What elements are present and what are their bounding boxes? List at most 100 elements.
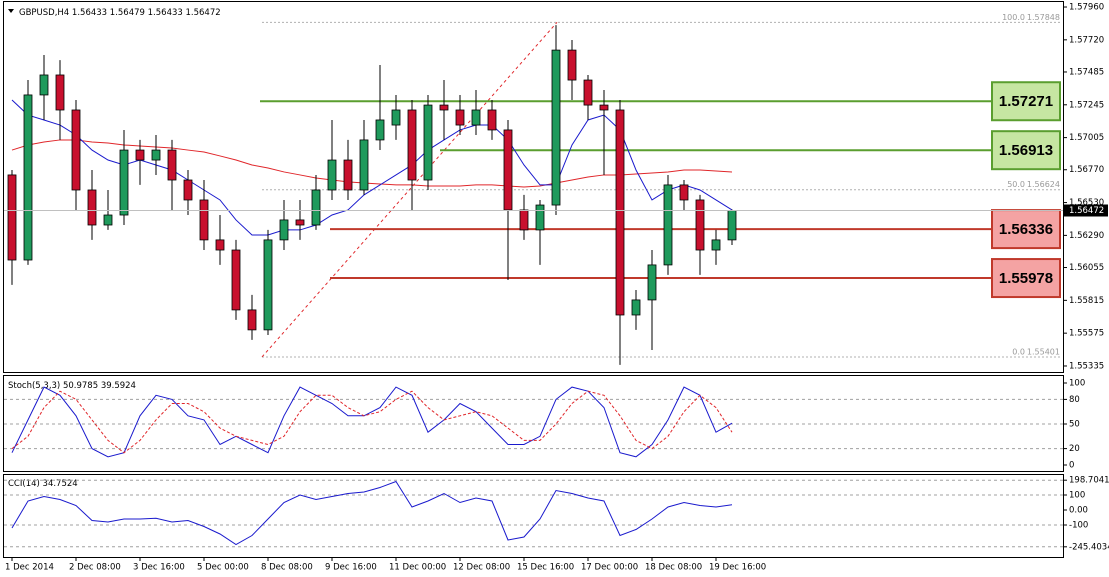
- x-tick-label: 2 Dec 08:00: [69, 563, 121, 573]
- x-tick-label: 1 Dec 2014: [5, 563, 54, 573]
- candle-body: [567, 49, 577, 81]
- candle-body: [71, 109, 81, 191]
- y-tick-label: 0: [1069, 461, 1074, 471]
- y-tick-label: 0.00: [1069, 506, 1088, 516]
- current-price: 1.56472: [1069, 206, 1104, 216]
- y-tick-label: 1.55815: [1069, 296, 1104, 306]
- candle-body: [471, 109, 481, 126]
- x-tick-label: 12 Dec 08:00: [453, 563, 510, 573]
- symbol: GBPUSD,H4: [19, 8, 69, 18]
- candle-body: [487, 109, 497, 131]
- candle-body: [23, 94, 33, 261]
- high-readout: 1.56479: [110, 8, 145, 18]
- candle-body: [391, 109, 401, 126]
- candle-body: [327, 159, 337, 191]
- cci-readout: 34.7524: [43, 479, 78, 489]
- fib-price-label: 1.57848: [1027, 13, 1060, 22]
- x-tick-label: 11 Dec 00:00: [389, 563, 446, 573]
- candle-body: [551, 49, 561, 206]
- x-tick-label: 3 Dec 16:00: [133, 563, 185, 573]
- y-tick-label: 1.56290: [1069, 231, 1104, 241]
- fib-price-label: 1.55401: [1027, 347, 1060, 356]
- y-tick-label: 1.56770: [1069, 165, 1104, 175]
- level-box: [991, 81, 1061, 122]
- candle-body: [695, 199, 705, 251]
- candle-body: [55, 74, 65, 111]
- y-tick-label: 100: [1069, 491, 1085, 501]
- x-tick-label: 18 Dec 08:00: [645, 563, 702, 573]
- low-readout: 1.56433: [148, 8, 183, 18]
- moving-average: [11, 99, 733, 236]
- stoch-header: Stoch(5,3,3) 50.9785 39.5924: [8, 381, 136, 391]
- y-tick-label: 1.56055: [1069, 263, 1104, 273]
- cci-title: CCI(14): [8, 479, 40, 489]
- y-tick-label: 1.57485: [1069, 67, 1104, 77]
- candle-body: [215, 239, 225, 251]
- candle-body: [183, 179, 193, 201]
- candle-body: [727, 210, 737, 241]
- indicator-line: [11, 480, 733, 546]
- candle-body: [167, 149, 177, 181]
- chart-header: GBPUSD,H4 1.56433 1.56479 1.56433 1.5647…: [19, 8, 221, 18]
- candle-body: [535, 204, 545, 231]
- candle-body: [615, 109, 625, 316]
- candle-body: [263, 239, 273, 331]
- candle-body: [663, 184, 673, 266]
- candle-body: [583, 79, 593, 106]
- x-tick-label: 19 Dec 16:00: [709, 563, 766, 573]
- candle-body: [679, 184, 689, 201]
- candle-body: [231, 249, 241, 311]
- x-tick-label: 8 Dec 08:00: [261, 563, 313, 573]
- candle-body: [711, 239, 721, 251]
- moving-average: [11, 139, 733, 188]
- y-tick-label: 198.7041: [1069, 476, 1109, 486]
- candle-body: [199, 199, 209, 241]
- candle-body: [407, 109, 417, 181]
- candle-body: [135, 149, 145, 161]
- y-tick-label: 1.57245: [1069, 100, 1104, 110]
- price-box: [1064, 204, 1108, 217]
- candle-body: [647, 264, 657, 301]
- candle-body: [39, 74, 49, 96]
- x-tick-label: 5 Dec 00:00: [197, 563, 249, 573]
- indicator-line: [11, 390, 733, 454]
- cci-panel-frame: [3, 474, 1064, 558]
- candle-body: [311, 189, 321, 226]
- menu-arrow[interactable]: [8, 9, 14, 13]
- fib-level-label: 100.0: [1002, 13, 1025, 22]
- y-tick-label: 1.57720: [1069, 35, 1104, 45]
- open-readout: 1.56433: [72, 8, 107, 18]
- fib-price-label: 1.56624: [1027, 180, 1060, 189]
- fib-level-label: 0.0: [1012, 347, 1025, 356]
- candle-body: [503, 129, 513, 211]
- candle-body: [359, 139, 369, 191]
- candle-body: [631, 299, 641, 316]
- fib-level-label: 50.0: [1007, 180, 1025, 189]
- indicator-line: [11, 386, 733, 458]
- y-tick-label: 1.55335: [1069, 361, 1104, 371]
- candle-body: [119, 149, 129, 216]
- fib-trendline: [261, 22, 558, 358]
- y-tick-label: 1.55575: [1069, 329, 1104, 339]
- candle-body: [279, 219, 289, 241]
- level-box: [991, 130, 1061, 171]
- candle-body: [439, 104, 449, 111]
- y-tick-label: 80: [1069, 395, 1080, 405]
- level-label: 1.56913: [999, 142, 1053, 159]
- close-readout: 1.56472: [186, 8, 221, 18]
- level-label: 1.57271: [999, 93, 1053, 110]
- y-tick-label: 1.57005: [1069, 133, 1104, 143]
- x-tick-label: 9 Dec 16:00: [325, 563, 377, 573]
- y-tick-label: -100: [1069, 521, 1088, 531]
- y-tick-label: 50: [1069, 420, 1080, 430]
- candle-body: [295, 219, 305, 226]
- candle-body: [599, 104, 609, 111]
- y-tick-label: 100: [1069, 379, 1085, 389]
- level-label: 1.55978: [999, 270, 1053, 287]
- y-tick-label: -245.4034: [1069, 542, 1109, 552]
- candle-body: [375, 119, 385, 141]
- candle-body: [343, 159, 353, 191]
- candle-body: [247, 309, 257, 331]
- main-panel-frame: [3, 1, 1064, 373]
